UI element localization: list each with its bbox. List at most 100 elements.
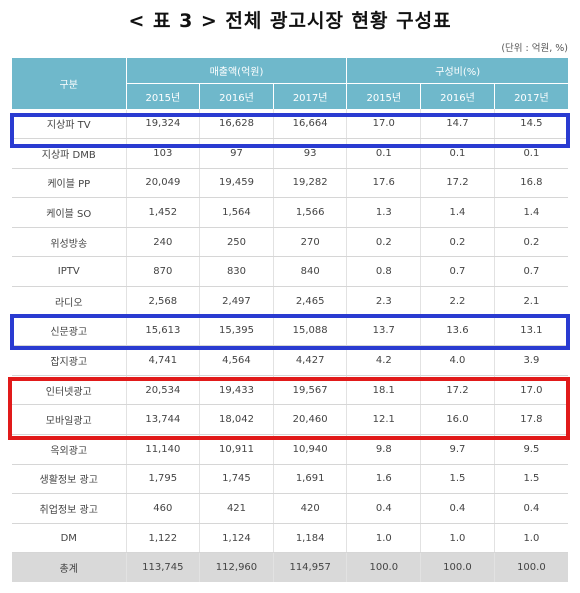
table-row: 총계 113,745 112,960 114,957 100.0 100.0 100.0 [12,552,568,582]
share-cell: 13.7 [346,316,421,347]
header-year: 2016년 [420,83,495,109]
sales-cell: 1,691 [272,464,347,495]
share-cell: 4.0 [420,345,495,376]
share-cell: 1.5 [420,464,495,495]
share-cell: 0.1 [420,138,495,169]
highlight-box-internet-mobile [8,377,570,440]
sales-cell: 1,564 [199,197,274,228]
share-cell: 2.2 [420,286,495,317]
table-row: 모바일광고 13,744 18,042 20,460 12.1 16.0 17.8 [12,404,568,436]
share-cell: 100.0 [493,552,568,582]
sales-cell: 13,744 [125,404,200,436]
header-category: 구분 [12,58,126,110]
sales-cell: 830 [199,256,274,288]
share-cell: 0.2 [346,227,421,258]
table-row: 케이블 PP 20,049 19,459 19,282 17.6 17.2 16.8 [12,168,568,199]
sales-cell: 1,795 [125,464,200,495]
share-cell: 1.0 [346,523,421,554]
share-cell: 0.7 [420,256,495,288]
sales-cell: 421 [199,493,274,524]
row-label: 케이블 SO [12,197,126,228]
sales-cell: 114,957 [272,552,347,582]
sales-cell: 113,745 [125,552,200,582]
sales-cell: 15,088 [272,316,347,347]
share-cell: 1.6 [346,464,421,495]
share-cell: 17.6 [346,168,421,199]
share-cell: 100.0 [420,552,495,582]
share-cell: 12.1 [346,404,421,436]
share-cell: 17.8 [493,404,568,436]
row-label: 라디오 [12,286,126,317]
sales-cell: 1,184 [272,523,347,554]
share-cell: 0.4 [420,493,495,524]
share-cell: 0.4 [493,493,568,524]
table-row: 잡지광고 4,741 4,564 4,427 4.2 4.0 3.9 [12,345,568,376]
row-label: 케이블 PP [12,168,126,199]
sales-cell: 870 [125,256,200,288]
share-cell: 1.0 [493,523,568,554]
share-cell: 2.3 [346,286,421,317]
row-label: 모바일광고 [12,404,126,436]
row-label: 위성방송 [12,227,126,258]
table-row: 지상파 DMB 103 97 93 0.1 0.1 0.1 [12,138,568,169]
share-cell: 0.4 [346,493,421,524]
share-cell: 3.9 [493,345,568,376]
sales-cell: 20,460 [272,404,347,436]
share-cell: 17.2 [420,168,495,199]
header-year: 2017년 [493,83,568,109]
share-cell: 0.7 [493,256,568,288]
share-cell: 1.0 [420,523,495,554]
row-label: 지상파 DMB [12,138,126,169]
share-cell: 13.1 [493,316,568,347]
sales-cell: 2,465 [272,286,347,317]
share-cell: 4.2 [346,345,421,376]
sales-cell: 15,395 [199,316,274,347]
sales-cell: 420 [272,493,347,524]
sales-cell: 4,564 [199,345,274,376]
header-year: 2015년 [346,83,421,109]
table-row: IPTV 870 830 840 0.8 0.7 0.7 [12,256,568,288]
share-cell: 2.1 [493,286,568,317]
sales-cell: 1,452 [125,197,200,228]
row-label: 생활정보 광고 [12,464,126,495]
share-cell: 0.1 [493,138,568,169]
sales-cell: 240 [125,227,200,258]
sales-cell: 2,497 [199,286,274,317]
table-row: 라디오 2,568 2,497 2,465 2.3 2.2 2.1 [12,286,568,317]
header-share-group: 구성비(%) [346,58,568,84]
row-label: DM [12,523,126,554]
header-year: 2017년 [272,83,347,109]
share-cell: 0.2 [493,227,568,258]
sales-cell: 250 [199,227,274,258]
share-cell: 0.1 [346,138,421,169]
sales-cell: 4,741 [125,345,200,376]
row-label: 취업정보 광고 [12,493,126,524]
table-row: 생활정보 광고 1,795 1,745 1,691 1.6 1.5 1.5 [12,464,568,495]
share-cell: 16.8 [493,168,568,199]
sales-cell: 93 [272,138,347,169]
sales-cell: 97 [199,138,274,169]
row-label: 잡지광고 [12,345,126,376]
row-label: 총계 [12,552,126,582]
sales-cell: 112,960 [199,552,274,582]
row-label: IPTV [12,256,126,288]
share-cell: 1.3 [346,197,421,228]
sales-cell: 840 [272,256,347,288]
sales-cell: 15,613 [125,316,200,347]
sales-cell: 103 [125,138,200,169]
sales-cell: 2,568 [125,286,200,317]
share-cell: 1.5 [493,464,568,495]
sales-cell: 19,459 [199,168,274,199]
share-cell: 13.6 [420,316,495,347]
sales-cell: 20,049 [125,168,200,199]
sales-cell: 19,282 [272,168,347,199]
highlight-box-tv [10,113,570,148]
sales-cell: 1,122 [125,523,200,554]
table-row: 취업정보 광고 460 421 420 0.4 0.4 0.4 [12,493,568,524]
share-cell: 1.4 [493,197,568,228]
row-label: 신문광고 [12,316,126,347]
header-sales-group: 매출액(억원) [125,58,347,84]
highlight-box-newspaper [10,314,570,350]
sales-cell: 460 [125,493,200,524]
table-row: 신문광고 15,613 15,395 15,088 13.7 13.6 13.1 [12,316,568,347]
